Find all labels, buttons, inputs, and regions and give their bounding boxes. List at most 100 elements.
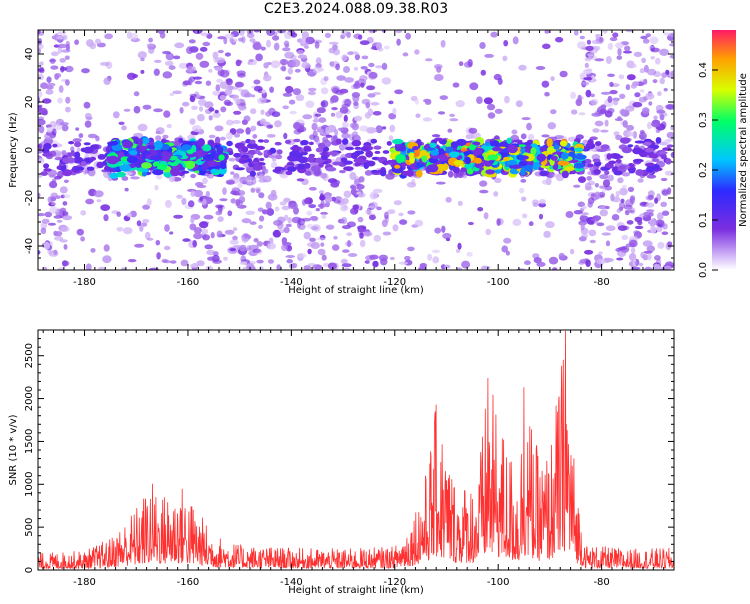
heatmap-cell — [350, 187, 357, 196]
heatmap-cell — [662, 223, 668, 230]
heatmap-cell — [137, 138, 143, 147]
heatmap-cell — [272, 229, 282, 238]
heatmap-cell — [573, 147, 584, 152]
heatmap-cell — [591, 98, 599, 106]
heatmap-cell — [275, 154, 283, 160]
heatmap-cell — [58, 85, 64, 93]
heatmap-cell — [447, 170, 454, 178]
heatmap-cell — [63, 244, 68, 250]
heatmap-cell — [466, 251, 473, 257]
heatmap-cell — [605, 205, 610, 210]
heatmap-cell — [524, 260, 531, 266]
heatmap-cell — [630, 266, 641, 270]
heatmap-cell — [645, 33, 651, 38]
heatmap-cell — [225, 179, 235, 185]
heatmap-cell — [169, 231, 174, 235]
heatmap-cell — [368, 62, 375, 68]
heatmap-cell — [452, 166, 460, 174]
heatmap-cell — [276, 149, 283, 155]
heatmap-cell — [49, 58, 56, 64]
heatmap-cell — [53, 236, 64, 241]
heatmap-cell — [285, 255, 296, 258]
heatmap-cell — [148, 46, 155, 54]
heatmap-cell — [422, 117, 432, 122]
heatmap-cell — [284, 139, 292, 144]
heatmap-cell — [538, 213, 544, 220]
heatmap-cell — [56, 219, 63, 223]
heatmap-cell — [61, 150, 67, 156]
heatmap-cell — [282, 92, 293, 97]
heatmap-cell — [310, 165, 321, 172]
heatmap-cell — [64, 55, 70, 60]
heatmap-cell — [634, 260, 640, 266]
heatmap-cell — [383, 45, 390, 50]
heatmap-cell — [387, 209, 396, 215]
heatmap-cell — [210, 168, 218, 174]
heatmap-cell — [443, 264, 451, 269]
heatmap-cell — [155, 131, 161, 134]
heatmap-cell — [650, 47, 660, 53]
heatmap-cell — [328, 41, 339, 45]
heatmap-cell — [616, 257, 624, 261]
heatmap-cell — [308, 87, 317, 92]
heatmap-cell — [521, 213, 528, 219]
heatmap-cell — [449, 113, 455, 117]
heatmap-cell — [123, 227, 133, 235]
heatmap-cell — [192, 76, 203, 80]
heatmap-cell — [253, 85, 263, 92]
heatmap-cell — [170, 167, 180, 177]
heatmap-cell — [173, 214, 184, 219]
heatmap-cell — [301, 62, 311, 69]
heatmap-cell — [360, 66, 368, 70]
heatmap-cell — [146, 198, 152, 206]
heatmap-cell — [297, 218, 306, 226]
heatmap-cell — [512, 36, 519, 45]
heatmap-cell — [657, 91, 662, 97]
heatmap-cell — [288, 99, 296, 105]
heatmap-cell — [555, 36, 564, 43]
heatmap-cell — [395, 30, 402, 34]
heatmap-cell — [395, 154, 406, 163]
heatmap-cell — [196, 260, 205, 267]
heatmap-cell — [569, 248, 575, 255]
heatmap-cell — [632, 158, 644, 163]
heatmap-cell — [252, 134, 258, 139]
heatmap-cell — [273, 42, 280, 51]
heatmap-cell — [295, 94, 305, 102]
heatmap-cell — [208, 115, 213, 121]
heatmap-cell — [320, 87, 329, 95]
heatmap-cell — [396, 38, 401, 46]
heatmap-cell — [364, 260, 370, 264]
heatmap-cell — [234, 81, 244, 88]
heatmap-cell — [210, 232, 215, 239]
heatmap-cell — [664, 170, 674, 176]
heatmap-cell — [575, 98, 583, 107]
heatmap-cell — [638, 96, 647, 103]
heatmap-cell — [595, 141, 602, 147]
y-tick-label: 40 — [24, 48, 35, 61]
heatmap-cell — [136, 220, 142, 227]
heatmap-cell — [281, 244, 288, 252]
heatmap-cell — [588, 229, 597, 237]
heatmap-cell — [576, 41, 587, 49]
heatmap-cell — [266, 134, 276, 138]
heatmap-cell — [202, 144, 212, 152]
heatmap-cell — [222, 187, 227, 196]
heatmap-cell — [40, 171, 48, 177]
heatmap-cell — [182, 238, 191, 242]
heatmap-cell — [85, 116, 93, 121]
heatmap-cell — [665, 69, 670, 75]
heatmap-cell — [62, 260, 70, 266]
heatmap-cell — [317, 67, 324, 72]
heatmap-cell — [55, 195, 61, 199]
heatmap-cell — [266, 39, 271, 48]
heatmap-cell — [267, 259, 275, 264]
heatmap-cell — [615, 134, 623, 141]
heatmap-cell — [323, 76, 329, 82]
colorbar-tick-label: 0.3 — [698, 112, 709, 128]
heatmap-cell — [594, 120, 604, 127]
heatmap-cell — [445, 196, 452, 203]
heatmap-cell — [354, 183, 365, 190]
x-tick-label: -160 — [177, 277, 200, 288]
